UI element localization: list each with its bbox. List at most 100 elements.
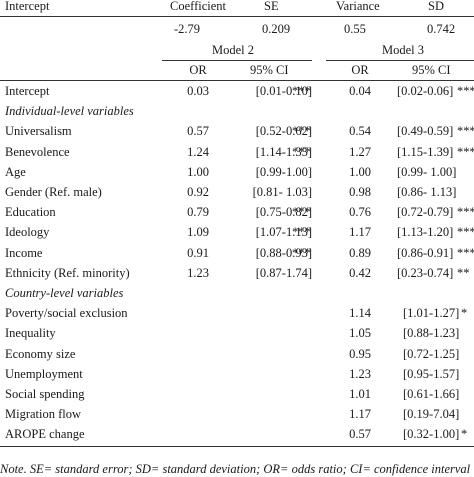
ci-model-3: [0.72-1.25] — [403, 346, 460, 361]
coefficient-value: -2.79 — [174, 22, 201, 36]
or-model-2: 0.57 — [187, 124, 209, 139]
table-row: Education 0.79 [0.75-0.82] *** 0.76 [0.72-0.7… — [0, 202, 474, 222]
ci-model-2: [1.07-1.13] — [255, 225, 312, 240]
row-label: Gender (Ref. male) — [5, 185, 102, 199]
or-model-3: 1.23 — [349, 366, 371, 381]
or-model-3: 1.17 — [349, 225, 371, 240]
row-label: Inequality — [5, 326, 56, 341]
table-row: Gender (Ref. male) 0.92 [0.81- 1.03] 0.98 [0… — [0, 182, 474, 202]
model-header-row: Model 2 Model 3 — [0, 40, 474, 60]
ci-model-2: [0.52-0.62] — [255, 124, 312, 139]
table-row: Poverty/social exclusion 1.14 [1.01-1.27] * — [0, 303, 474, 323]
ci-model-2: [0.87-1.74] — [255, 265, 312, 280]
ci-model-2: [1.14-1.35] — [255, 144, 312, 159]
ci-model-2: [0.75-0.82] — [255, 205, 312, 220]
ci-model-2: [0.81- 1.03] — [252, 185, 312, 199]
top-header-row: Intercept Coefficient SE Variance SD — [0, 0, 474, 16]
table-row: Social spending 1.01 [0.61-1.66] — [0, 384, 474, 404]
or-model-3: 0.57 — [349, 427, 371, 442]
bottom-rule — [0, 445, 474, 447]
row-label: Poverty/social exclusion — [5, 306, 128, 321]
intercept-values-row: -2.79 0.209 0.55 0.742 — [0, 19, 474, 39]
table-row: Income 0.91 [0.88-0.93] *** 0.89 [0.86-0.91] *… — [0, 243, 474, 263]
sig-model-3: ** — [457, 265, 470, 280]
subheader-row: OR 95% CI OR 95% CI — [0, 60, 474, 80]
ci-model-2: [0.99-1.00] — [255, 164, 312, 179]
table-row: AROPE change 0.57 [0.32-1.00] * — [0, 424, 474, 444]
or-model-3: 0.95 — [349, 346, 371, 361]
sig-model-3: *** — [457, 124, 474, 139]
or-model-3: 0.89 — [349, 245, 371, 260]
table-note: Note. SE= standard error; SD= standard d… — [0, 462, 471, 476]
row-label: Unemployment — [5, 366, 83, 381]
or-model-3: 0.76 — [349, 205, 371, 220]
or-model-3: 0.42 — [349, 265, 371, 280]
sig-model-2: *** — [292, 245, 311, 260]
row-label: Migration flow — [5, 407, 82, 422]
variance-value: 0.55 — [344, 22, 366, 36]
sig-model-2: *** — [292, 144, 311, 159]
sig-model-2: *** — [292, 205, 311, 220]
model-3-label: Model 3 — [382, 43, 425, 57]
or-model-3: 0.98 — [349, 185, 371, 199]
or-model-2: 0.92 — [187, 185, 209, 199]
model-2-rule — [162, 60, 312, 61]
table-row: Migration flow 1.17 [0.19-7.04] — [0, 404, 474, 424]
row-label: Benevolence — [5, 144, 70, 159]
or-model-3: 1.00 — [349, 164, 371, 179]
row-label: Intercept — [5, 84, 50, 98]
row-label: Economy size — [5, 346, 76, 361]
section-heading-row: Country-level variables — [0, 283, 474, 303]
table-row: Age 1.00 [0.99-1.00] 1.00 [0.99- 1.00] — [0, 162, 474, 182]
table-row: Ideology 1.09 [1.07-1.13] *** 1.17 [1.13-1.20… — [0, 222, 474, 242]
ci-model-3: [0.95-1.57] — [403, 366, 460, 381]
se-header: SE — [264, 0, 279, 13]
row-label: Universalism — [5, 124, 72, 139]
coefficient-header: Coefficient — [170, 0, 226, 13]
or-model-3: 1.27 — [349, 144, 371, 159]
subheader-rule — [0, 80, 474, 81]
or-model-3: 1.05 — [349, 326, 371, 341]
or-header-model-3: OR — [351, 63, 369, 77]
sig-model-3: * — [461, 306, 468, 321]
sig-model-3: *** — [457, 225, 474, 240]
ci-model-3: [0.23-0.74] — [397, 265, 454, 280]
sig-model-2: *** — [292, 124, 311, 139]
ci-model-3: [1.15-1.39] — [397, 144, 454, 159]
ci-model-3: [0.86- 1.13] — [397, 185, 457, 199]
intercept-header-label: Intercept — [5, 0, 50, 13]
ci-model-3: [0.88-1.23] — [403, 326, 460, 341]
ci-model-3: [0.61-1.66] — [403, 387, 460, 401]
or-model-2: 1.24 — [187, 144, 209, 159]
table-row: Universalism 0.57 [0.52-0.62] *** 0.54 [0.49-… — [0, 121, 474, 141]
sig-model-3: *** — [457, 144, 474, 159]
sig-model-2: *** — [292, 84, 311, 98]
model-3-rule — [326, 60, 474, 61]
or-model-2: 1.23 — [187, 265, 209, 280]
sig-model-3: * — [461, 427, 468, 442]
se-value: 0.209 — [262, 22, 291, 36]
ci-model-3: [0.86-0.91] — [397, 245, 454, 260]
or-model-3: 0.54 — [349, 124, 371, 139]
sd-header: SD — [428, 0, 444, 13]
ci-model-3: [0.99- 1.00] — [397, 164, 457, 179]
sig-model-2: *** — [292, 225, 311, 240]
ci-header-model-3: 95% CI — [412, 63, 451, 77]
or-model-3: 0.04 — [349, 84, 371, 98]
row-label: AROPE change — [5, 427, 85, 442]
table-row: Benevolence 1.24 [1.14-1.35] *** 1.27 [1.15-1… — [0, 142, 474, 162]
row-label: Education — [5, 205, 56, 220]
row-label: Ideology — [5, 225, 50, 240]
or-model-3: 1.14 — [349, 306, 371, 321]
variance-header: Variance — [336, 0, 380, 13]
row-label: Social spending — [5, 387, 85, 401]
row-label: Ethnicity (Ref. minority) — [5, 265, 130, 280]
ci-model-2: [0.88-0.93] — [255, 245, 312, 260]
ci-model-3: [1.01-1.27] — [403, 306, 460, 321]
or-model-2: 0.79 — [187, 205, 209, 220]
table-row: Ethnicity (Ref. minority) 1.23 [0.87-1.74]… — [0, 263, 474, 283]
row-label: Age — [5, 164, 26, 179]
row-label: Income — [5, 245, 43, 260]
or-model-2: 1.00 — [187, 164, 209, 179]
sig-model-3: *** — [457, 245, 474, 260]
